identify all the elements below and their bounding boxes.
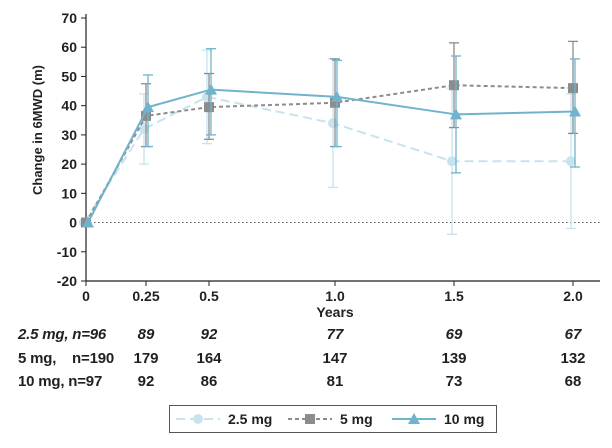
x-axis-label: Years	[316, 304, 354, 320]
series-2-5-mg	[79, 49, 576, 235]
data-point-square	[330, 97, 340, 108]
legend-marker-circle-icon	[193, 414, 203, 424]
y-tick-label: 10	[61, 185, 77, 201]
series-line	[87, 88, 576, 224]
data-point-circle	[447, 156, 457, 167]
data-point-triangle	[205, 83, 217, 95]
legend-marker-triangle-icon	[408, 413, 420, 424]
y-tick-label: 20	[61, 156, 77, 172]
y-tick-label: 40	[61, 98, 77, 114]
y-tick-label: 60	[61, 39, 77, 55]
x-tick-label: 0.25	[132, 288, 159, 304]
y-tick-label: -10	[57, 244, 77, 260]
data-point-square	[204, 102, 214, 113]
x-tick-label: 2.0	[563, 288, 583, 304]
legend-label-2-5mg: 2.5 mg	[228, 411, 272, 427]
y-tick-label: 70	[61, 10, 77, 26]
y-tick-label: 30	[61, 127, 77, 143]
axes-layer: -20 -10 0 10 20 30 40 50 60 70 0 0.25 0.5 1.0 1.5 2.0	[57, 10, 600, 304]
y-tick-label: -20	[57, 273, 77, 289]
series-5-mg	[81, 40, 578, 228]
legend-item-5mg: 5 mg	[288, 411, 373, 427]
data-point-square	[568, 83, 578, 94]
legend-label-5mg: 5 mg	[340, 411, 373, 427]
x-tick-label: 0.5	[199, 288, 219, 304]
y-tick-label: 0	[69, 215, 77, 231]
x-tick-label: 1.0	[325, 288, 345, 304]
data-point-triangle	[142, 101, 154, 113]
data-point-triangle	[569, 105, 581, 117]
y-axis-label: Change in 6MWD (m)	[30, 65, 45, 195]
data-point-circle	[566, 156, 576, 167]
legend-item-10mg: 10 mg	[392, 411, 484, 427]
data-point-triangle	[331, 90, 343, 102]
legend-svg: 2.5 mg 5 mg 10 mg	[176, 411, 484, 427]
series-line	[83, 95, 571, 224]
x-tick-label: 1.5	[444, 288, 464, 304]
legend-item-2-5mg: 2.5 mg	[176, 411, 272, 427]
series-10-mg	[82, 48, 581, 228]
series-layer	[79, 40, 581, 235]
y-tick-label: 50	[61, 68, 77, 84]
legend: 2.5 mg 5 mg 10 mg	[169, 405, 497, 433]
legend-marker-square-icon	[305, 414, 315, 424]
data-point-square	[449, 80, 459, 91]
legend-label-10mg: 10 mg	[444, 411, 484, 427]
data-point-triangle	[82, 216, 94, 228]
data-point-triangle	[450, 108, 462, 120]
data-point-square	[141, 110, 151, 121]
x-tick-label: 0	[82, 288, 90, 304]
series-line	[85, 84, 574, 224]
